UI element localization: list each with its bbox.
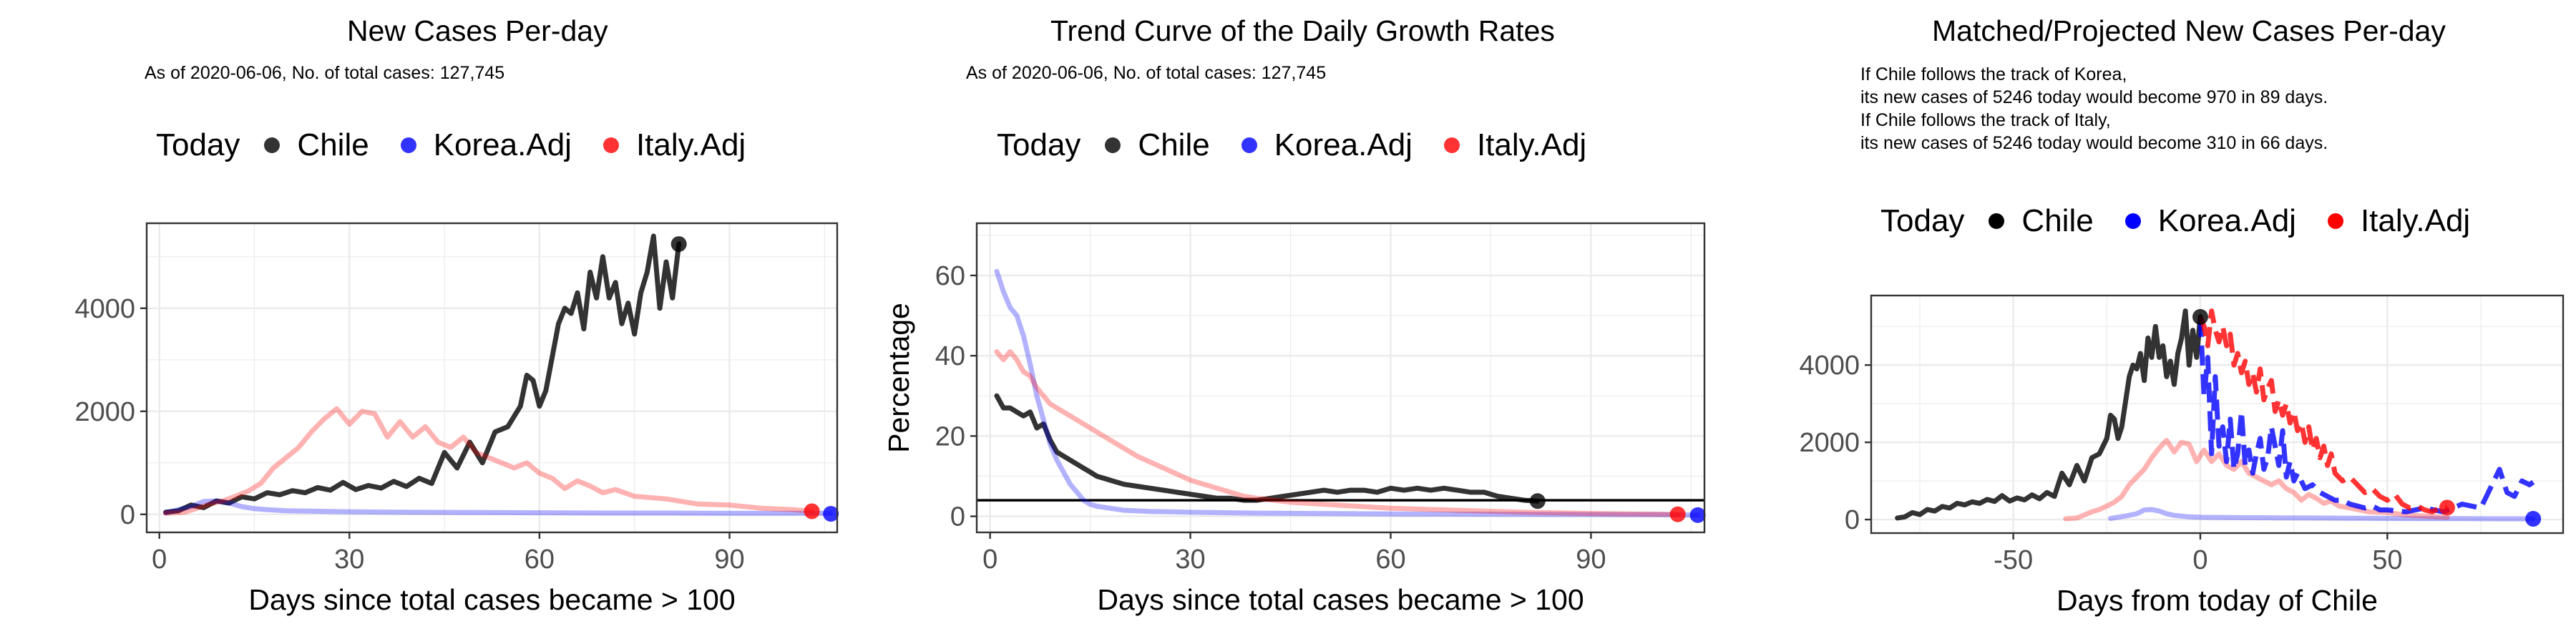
legend-key-korea [1241, 137, 1257, 153]
series-line-italy-adj [2197, 308, 2448, 514]
panel-title: Matched/Projected New Cases Per-day [1932, 14, 2446, 47]
panel-title: New Cases Per-day [347, 14, 608, 47]
legend-label-chile: Chile [1138, 127, 1210, 162]
legend-key-italy [1443, 137, 1460, 153]
legend-key-italy [602, 137, 619, 153]
x-tick-label: 90 [714, 545, 744, 575]
note-line: If Chile follows the track of Korea, [1860, 64, 2127, 84]
x-axis-title: Days from today of Chile [2057, 584, 2378, 617]
x-tick-label: 30 [1175, 545, 1205, 575]
y-tick-label: 2000 [1799, 428, 1860, 458]
today-point-chile [2192, 308, 2208, 325]
y-tick-label: 0 [1845, 505, 1860, 535]
series-line-korea-adj [163, 498, 834, 516]
chart-new-cases: 0 30 60 90 0 2000 4000 Days since total cases b… [74, 222, 839, 616]
legend-title: Today [156, 127, 240, 162]
legend: Today Chile Korea.Adj Italy.Adj [997, 127, 1618, 163]
legend-title: Today [1880, 203, 1965, 238]
y-tick-label: 0 [120, 500, 135, 530]
legend-label-italy: Italy.Adj [635, 127, 746, 162]
x-tick-label: 90 [1576, 545, 1606, 575]
series-line-italy-adj [2063, 437, 2450, 522]
y-tick-label: 4000 [74, 294, 135, 324]
legend-title: Today [997, 127, 1081, 162]
legend-key-korea [400, 137, 416, 153]
series-line-italy-adj [163, 406, 815, 516]
plot-border [145, 222, 839, 534]
legend-label-korea: Korea.Adj [2157, 203, 2296, 238]
legend: Today Chile Korea.Adj Italy.Adj [156, 127, 777, 163]
today-point-korea-adj [2525, 511, 2542, 527]
today-point-italy-adj [1669, 506, 1686, 522]
series-line-chile [994, 393, 1541, 504]
note-line: its new cases of 5246 today would become… [1860, 133, 2328, 153]
panel-projected: Matched/Projected New Cases Per-day If C… [1717, 0, 2576, 644]
today-point-italy-adj [804, 503, 820, 519]
projection-note: If Chile follows the track of Korea, its… [1860, 63, 2328, 155]
y-tick-label: 2000 [74, 397, 135, 427]
legend-key-korea [2124, 213, 2141, 229]
legend: Today Chile Korea.Adj Italy.Adj [1880, 203, 2502, 239]
legend-key-chile [1989, 213, 2005, 229]
chart-projected: -50 0 50 0 2000 4000 Days from today of Chile [1799, 294, 2565, 617]
today-point-italy-adj [2439, 499, 2455, 516]
x-tick-label: 50 [2372, 545, 2402, 575]
series-line-italy-adj [994, 349, 1681, 517]
x-axis-title: Days since total cases became > 100 [1097, 583, 1584, 616]
y-tick-label: 20 [935, 421, 965, 452]
plot-border [1870, 294, 2565, 535]
y-tick-label: 0 [950, 502, 965, 532]
series-line-korea-adj [2197, 316, 2535, 514]
panel-subtitle: As of 2020-06-06, No. of total cases: 12… [145, 63, 505, 83]
panel-growth-rates: Trend Curve of the Daily Growth Rates As… [859, 0, 1717, 644]
series-line-chile [163, 233, 682, 515]
x-axis-title: Days since total cases became > 100 [248, 583, 735, 616]
legend-key-italy [2327, 213, 2343, 229]
series-line-korea-adj [2108, 507, 2536, 522]
series-line-chile [1895, 308, 2203, 521]
today-point-korea-adj [823, 506, 839, 522]
legend-key-chile [264, 137, 280, 153]
panel-subtitle: As of 2020-06-06, No. of total cases: 12… [966, 63, 1327, 83]
y-tick-label: 60 [935, 261, 965, 291]
panel-title: Trend Curve of the Daily Growth Rates [1050, 14, 1555, 47]
series-line-korea-adj [994, 268, 1701, 518]
legend-label-korea: Korea.Adj [433, 127, 572, 162]
x-tick-label: 60 [1375, 545, 1405, 575]
legend-label-italy: Italy.Adj [1476, 127, 1587, 162]
legend-key-chile [1105, 137, 1121, 153]
today-point-chile [670, 236, 687, 253]
y-tick-label: 40 [935, 341, 965, 371]
note-line: If Chile follows the track of Italy, [1860, 110, 2111, 130]
note-line: its new cases of 5246 today would become… [1860, 87, 2328, 107]
x-tick-label: 0 [152, 545, 167, 575]
chart-growth-rates: 0 30 60 90 0 20 40 60 Days since total cases bec… [882, 222, 1706, 616]
legend-label-korea: Korea.Adj [1274, 127, 1413, 162]
today-point-chile [1529, 493, 1546, 509]
legend-label-italy: Italy.Adj [2360, 203, 2471, 238]
today-point-korea-adj [1689, 507, 1706, 523]
y-tick-label: 4000 [1799, 351, 1860, 381]
x-tick-label: -50 [1994, 545, 2033, 575]
y-axis-title: Percentage [882, 303, 915, 453]
x-tick-label: 60 [525, 545, 555, 575]
legend-label-chile: Chile [2021, 203, 2094, 238]
x-tick-label: 0 [982, 545, 997, 575]
panel-new-cases: New Cases Per-day As of 2020-06-06, No. … [0, 0, 859, 644]
x-tick-label: 30 [334, 545, 364, 575]
plot-border [975, 222, 1706, 534]
legend-label-chile: Chile [297, 127, 369, 162]
x-tick-label: 0 [2192, 545, 2207, 575]
